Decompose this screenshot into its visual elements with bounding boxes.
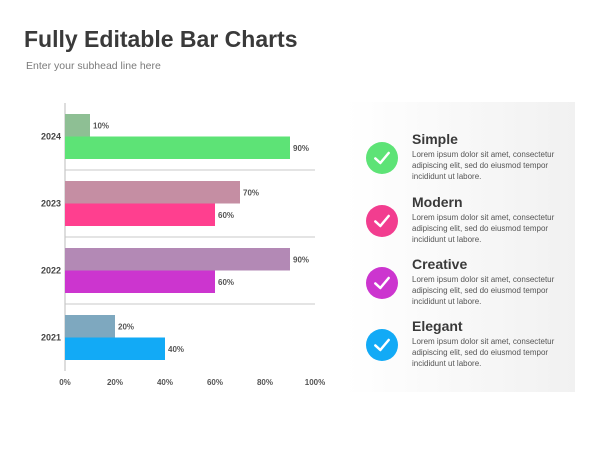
x-tick-label: 0% <box>59 378 71 387</box>
page-title: Fully Editable Bar Charts <box>24 26 298 52</box>
check-icon <box>366 329 398 361</box>
bar <box>65 315 115 338</box>
feature-text: Lorem ipsum dolor sit amet, consectetur … <box>412 337 555 368</box>
bar-value-label: 40% <box>168 345 184 354</box>
bar-value-label: 20% <box>118 322 134 331</box>
x-tick-label: 20% <box>107 378 123 387</box>
bar <box>65 248 290 271</box>
bar-chart: 10% 90% 2024 70% 60% 2023 90% 60% 2022 20% 40% 2021… <box>41 103 325 387</box>
bar <box>65 114 90 137</box>
bar <box>65 181 240 204</box>
bar-value-label: 90% <box>293 144 309 153</box>
bar-value-label: 90% <box>293 255 309 264</box>
check-icon <box>366 267 398 299</box>
x-tick-label: 100% <box>305 378 325 387</box>
feature-text: Lorem ipsum dolor sit amet, consectetur … <box>412 275 555 306</box>
check-icon <box>366 142 398 174</box>
category-label: 2022 <box>41 266 61 276</box>
category-label: 2021 <box>41 333 61 343</box>
feature-elegant: Elegant Lorem ipsum dolor sit amet, cons… <box>366 318 586 382</box>
feature-modern: Modern Lorem ipsum dolor sit amet, conse… <box>366 194 586 258</box>
feature-simple: Simple Lorem ipsum dolor sit amet, conse… <box>366 131 586 195</box>
category-label: 2023 <box>41 199 61 209</box>
feature-text: Lorem ipsum dolor sit amet, consectetur … <box>412 213 555 244</box>
feature-title: Creative <box>412 256 468 272</box>
bar-value-label: 10% <box>93 121 109 130</box>
bar-value-label: 60% <box>218 278 234 287</box>
page-subhead: Enter your subhead line here <box>26 60 161 72</box>
check-icon <box>366 205 398 237</box>
bar <box>65 270 215 293</box>
x-tick-label: 60% <box>207 378 223 387</box>
bar <box>65 337 165 360</box>
category-label: 2024 <box>41 132 61 142</box>
feature-title: Modern <box>412 194 463 210</box>
x-tick-label: 40% <box>157 378 173 387</box>
bar-value-label: 70% <box>243 188 259 197</box>
feature-title: Elegant <box>412 318 463 334</box>
bar <box>65 203 215 226</box>
bar-value-label: 60% <box>218 211 234 220</box>
feature-creative: Creative Lorem ipsum dolor sit amet, con… <box>366 256 586 320</box>
bar <box>65 136 290 159</box>
x-tick-label: 80% <box>257 378 273 387</box>
feature-text: Lorem ipsum dolor sit amet, consectetur … <box>412 150 555 181</box>
feature-title: Simple <box>412 131 458 147</box>
